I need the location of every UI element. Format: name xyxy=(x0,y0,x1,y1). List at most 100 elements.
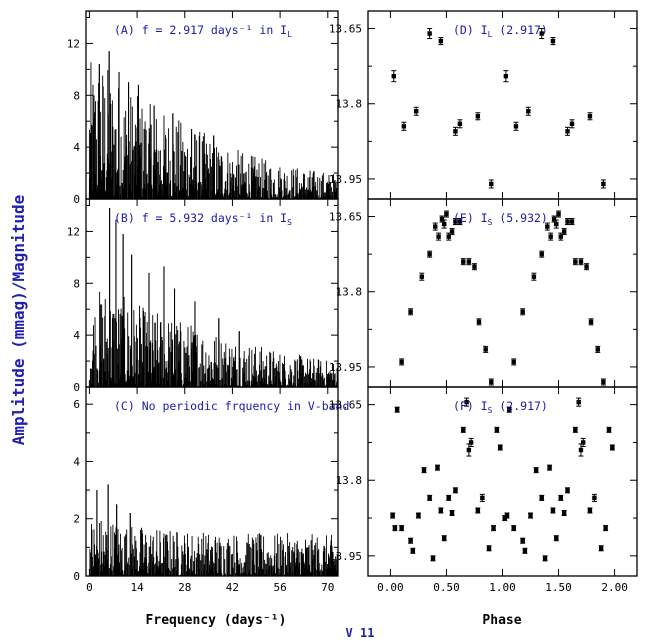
x-tick-label: 2.00 xyxy=(601,581,628,594)
data-point-24 xyxy=(491,525,497,532)
data-point-23 xyxy=(539,250,545,258)
y-tick-label: 13.65 xyxy=(329,23,362,36)
data-point-6 xyxy=(410,547,416,554)
data-point-2 xyxy=(401,121,407,131)
data-point-16 xyxy=(452,487,458,494)
y-tick-label: 0 xyxy=(73,570,80,583)
data-point-20 xyxy=(468,437,474,447)
ticks xyxy=(368,387,637,576)
data-point-9 xyxy=(443,210,449,218)
data-point-44 xyxy=(576,397,582,407)
data-point-21 xyxy=(475,507,481,514)
data-point-11 xyxy=(434,464,440,471)
data-point-35 xyxy=(584,263,590,271)
data-point-21 xyxy=(520,308,526,316)
plot-area xyxy=(88,484,338,576)
data-point-18 xyxy=(483,345,489,353)
data-point-32 xyxy=(569,218,575,226)
data-point-15 xyxy=(449,509,455,517)
data-point-26 xyxy=(497,444,503,451)
data-point-10 xyxy=(503,70,509,83)
data-point-1 xyxy=(390,512,396,519)
data-point-30 xyxy=(511,525,517,532)
data-point-40 xyxy=(558,494,564,501)
data-point-4 xyxy=(399,525,405,532)
x-tick-label: 1.50 xyxy=(545,581,572,594)
data-point-48 xyxy=(591,493,597,502)
periodogram-bars xyxy=(88,208,338,387)
data-point-25 xyxy=(494,426,500,433)
panel-label: (B) f = 5.932 days⁻¹ in IS xyxy=(114,211,292,227)
data-point-52 xyxy=(609,444,615,451)
panel-b-periodogram-is: 0 4 8 12 (B) f = 5.932 days⁻¹ in IS xyxy=(67,198,339,394)
data-point-28 xyxy=(556,210,562,218)
data-point-9 xyxy=(427,494,433,501)
data-point-23 xyxy=(486,545,492,552)
data-point-12 xyxy=(452,218,458,226)
data-point-33 xyxy=(572,258,578,266)
y-tick-label: 13.95 xyxy=(329,361,362,374)
panel-c-periodogram-v: 0 2 4 6 0 14 28 42 56 70 (C) No periodic frquency … xyxy=(73,386,349,594)
data-point-17 xyxy=(476,318,482,326)
data-point-4 xyxy=(427,250,433,258)
data-point-13 xyxy=(441,535,447,542)
data-point-12 xyxy=(438,507,444,514)
panel-frame xyxy=(367,198,638,388)
panel-d-phase-il: 13.65 13.8 13.95 (D) IL (2.917) xyxy=(329,10,638,200)
x-tick-label: 1.00 xyxy=(489,581,516,594)
ticks xyxy=(86,387,338,577)
y-tick-label: 13.65 xyxy=(329,211,362,224)
x-axis-title-phase: Phase xyxy=(482,613,521,628)
data-point-14 xyxy=(446,494,452,501)
data-point-35 xyxy=(539,494,545,501)
data-point-8 xyxy=(441,219,447,229)
data-point-3 xyxy=(419,272,425,281)
data-point-14 xyxy=(550,37,556,46)
x-tick-label: 42 xyxy=(226,581,239,594)
data-point-2 xyxy=(392,525,398,532)
data-point-13 xyxy=(457,218,463,226)
data-point-2 xyxy=(408,308,414,316)
y-axis-title: Amplitude (mmag)/Magnitude xyxy=(9,195,28,445)
y-tick-label: 12 xyxy=(67,37,80,50)
y-tick-label: 4 xyxy=(73,455,80,468)
x-tick-label: 0.50 xyxy=(433,581,460,594)
data-point-38 xyxy=(600,378,606,386)
data-point-16 xyxy=(569,119,575,129)
data-point-34 xyxy=(533,467,539,474)
data-point-43 xyxy=(572,426,578,433)
panel-label: (D) IL (2.917) xyxy=(453,23,548,39)
panel-frame xyxy=(367,10,638,200)
data-point-11 xyxy=(449,228,455,236)
data-point-8 xyxy=(421,467,427,474)
plot-area xyxy=(390,397,615,562)
data-point-3 xyxy=(413,106,419,116)
data-point-14 xyxy=(460,258,466,266)
data-point-18 xyxy=(600,179,606,189)
data-point-36 xyxy=(588,318,594,326)
data-point-22 xyxy=(479,493,485,502)
data-point-41 xyxy=(561,509,567,517)
data-point-30 xyxy=(561,228,567,236)
ticks xyxy=(86,11,338,200)
y-tick-label: 13.95 xyxy=(329,550,362,563)
panel-label: (F) IS (2.917) xyxy=(453,399,548,415)
data-point-33 xyxy=(528,512,534,519)
x-tick-label: 0 xyxy=(86,581,93,594)
x-tick-label: 70 xyxy=(321,581,334,594)
data-point-17 xyxy=(460,426,466,433)
data-point-20 xyxy=(511,358,517,366)
plot-area xyxy=(399,210,606,386)
y-tick-label: 13.95 xyxy=(329,173,362,186)
data-point-39 xyxy=(553,535,559,542)
data-point-5 xyxy=(432,222,438,231)
data-point-18 xyxy=(464,397,470,407)
data-point-1 xyxy=(399,358,405,366)
data-point-25 xyxy=(548,232,554,241)
plot-area xyxy=(88,208,338,387)
y-tick-label: 13.8 xyxy=(336,286,363,299)
data-point-6 xyxy=(452,126,458,136)
periodogram-bars xyxy=(88,484,338,576)
data-point-12 xyxy=(525,106,531,116)
y-tick-label: 13.8 xyxy=(336,474,363,487)
